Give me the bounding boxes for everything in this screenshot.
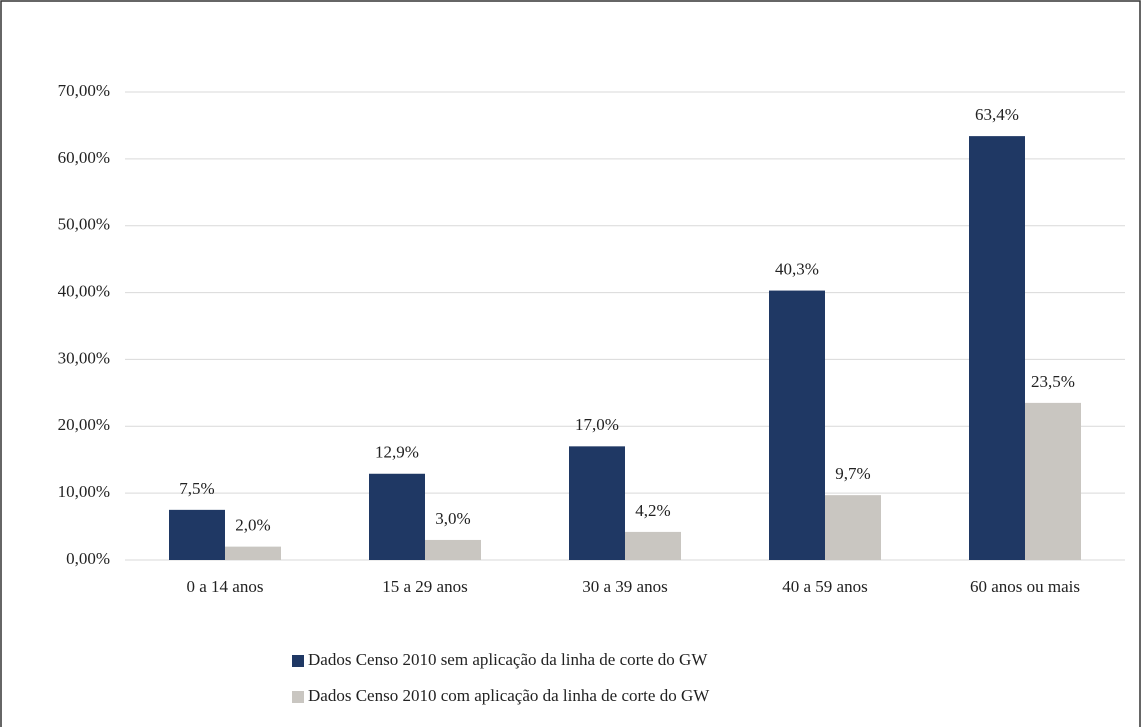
value-label: 7,5% [179,479,214,498]
value-label: 2,0% [235,516,270,535]
bar [769,290,825,560]
bar [569,446,625,560]
bar [425,539,481,560]
y-tick-label: 60,00% [58,148,110,167]
value-label: 9,7% [835,464,870,483]
x-tick-label: 30 a 39 anos [582,577,667,596]
value-label: 12,9% [375,443,419,462]
y-tick-label: 40,00% [58,281,110,300]
legend-label: Dados Censo 2010 sem aplicação da linha … [308,650,708,669]
legend-swatch [292,655,304,667]
value-label: 17,0% [575,415,619,434]
bar [225,546,281,560]
value-label: 4,2% [635,501,670,520]
y-tick-label: 70,00% [58,81,110,100]
bar [969,136,1025,560]
y-tick-label: 20,00% [58,415,110,434]
bar [169,509,225,560]
y-tick-label: 10,00% [58,482,110,501]
bar [369,473,425,560]
bar [1025,402,1081,560]
x-tick-label: 40 a 59 anos [782,577,867,596]
x-tick-label: 0 a 14 anos [187,577,264,596]
x-tick-label: 15 a 29 anos [382,577,467,596]
legend-label: Dados Censo 2010 com aplicação da linha … [308,686,710,705]
bar [825,495,881,560]
value-label: 63,4% [975,105,1019,124]
y-tick-label: 0,00% [66,549,110,568]
value-label: 40,3% [775,259,819,278]
x-tick-label: 60 anos ou mais [970,577,1080,596]
value-label: 23,5% [1031,372,1075,391]
y-tick-label: 50,00% [58,215,110,234]
value-label: 3,0% [435,509,470,528]
bar [625,531,681,560]
legend-swatch [292,691,304,703]
y-tick-label: 30,00% [58,348,110,367]
